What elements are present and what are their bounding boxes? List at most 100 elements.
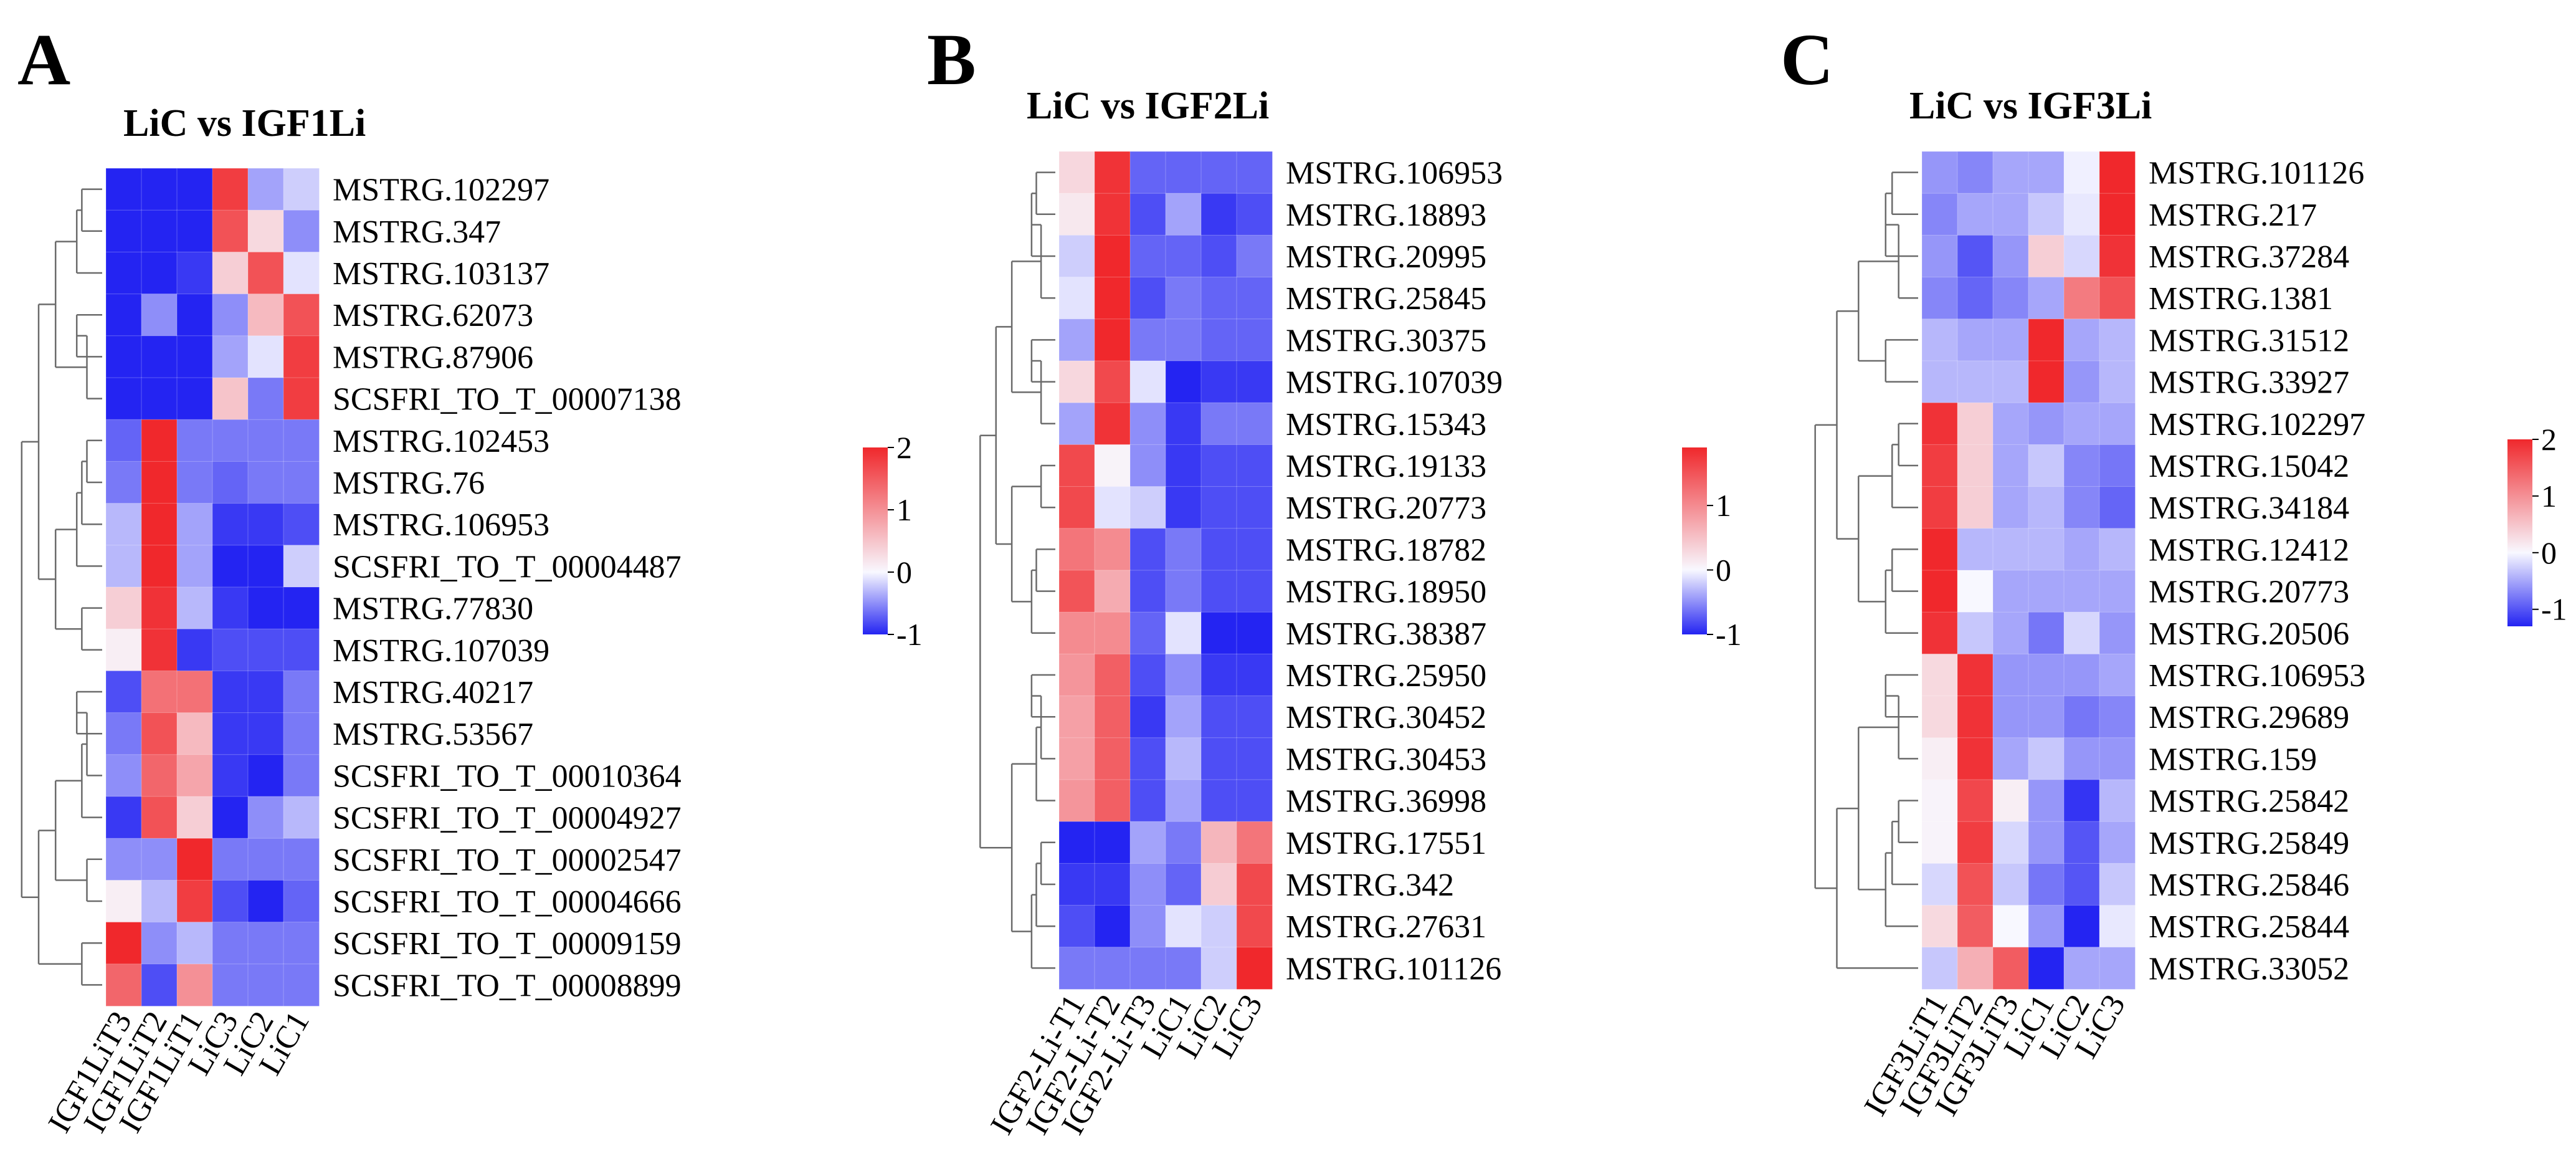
row-label: SCSFRI_TO_T_00010364 [333,758,682,794]
heatmap-cell [1957,947,1994,990]
row-label: MSTRG.20506 [2149,616,2349,652]
panel-title: LiC vs IGF3Li [1909,85,2152,127]
heatmap-cell [1992,528,2029,571]
heatmap-cell [1165,653,1202,697]
heatmap-cell [141,503,178,546]
heatmap-cell [1992,779,2029,823]
heatmap-cell [2028,863,2065,906]
scale-tick-label: 0 [1716,553,1731,588]
heatmap-cell [1957,737,1994,781]
row-label: MSTRG.53567 [333,717,533,752]
heatmap-cell [1236,528,1273,571]
heatmap-cell [1094,779,1131,823]
row-label: SCSFRI_TO_T_00004666 [333,884,682,920]
heatmap-cell [176,796,213,839]
heatmap-cell [1165,737,1202,781]
row-label: MSTRG.62073 [333,298,533,333]
heatmap-cell [1094,151,1131,194]
heatmap-cell [1236,151,1273,194]
heatmap-cell [1957,821,1994,864]
heatmap-cell [1165,151,1202,194]
heatmap-cell [1165,570,1202,613]
scale-tick-label: 1 [2541,479,2557,514]
heatmap-cell [1921,653,1958,697]
heatmap-cell [1200,277,1237,320]
heatmap-cell [1957,905,1994,948]
heatmap-cell [1992,863,2029,906]
heatmap-cell [2028,779,2065,823]
heatmap-cell [1236,277,1273,320]
panel-b: B LiC vs IGF2Li MSTRG.106953 MSTRG.18893 MST… [927,19,1742,1140]
heatmap-cell [247,796,284,839]
row-label: MSTRG.103137 [333,256,549,292]
heatmap-cell [1992,444,2029,487]
heatmap-cell [2063,653,2100,697]
heatmap-cell [141,838,178,881]
heatmap-cell [2099,193,2136,236]
heatmap-cell [105,251,142,295]
heatmap-cell [212,251,249,295]
heatmap-cell [1921,193,1958,236]
heatmap-cell [1129,905,1166,948]
heatmap-cell [176,670,213,714]
heatmap-cell [105,545,142,588]
panel-a: A LiC vs IGF1Li MSTRG.102297 MSTRG.347 MSTRG… [17,19,923,1139]
heatmap-cell [2099,695,2136,738]
row-label: MSTRG.33052 [2149,951,2349,987]
heatmap-cell [105,419,142,462]
heatmap-cell [1921,151,1958,194]
heatmap-cell [212,335,249,378]
heatmap-cell [1236,318,1273,361]
heatmap-cell [212,754,249,798]
heatmap-cell [2063,151,2100,194]
heatmap-cell [1165,905,1202,948]
heatmap-cell [2099,737,2136,781]
heatmap-cell [1992,151,2029,194]
row-label: MSTRG.106953 [1286,156,1503,191]
row-label: MSTRG.15343 [1286,407,1486,442]
heatmap-cell [212,922,249,965]
heatmap-cell [141,377,178,421]
heatmap-cell [2028,947,2065,990]
heatmap-cell [1129,234,1166,278]
heatmap-cell [1921,360,1958,404]
row-label: MSTRG.87906 [333,340,533,375]
row-label: MSTRG.106953 [2149,658,2365,694]
heatmap-cell [1921,863,1958,906]
heatmap-cell [1094,905,1131,948]
heatmap-cell [1992,905,2029,948]
heatmap-cell [105,922,142,965]
heatmap-cell [176,251,213,295]
heatmap-cell [1094,611,1131,655]
heatmap-cell [2063,611,2100,655]
heatmap-cell [105,628,142,672]
row-label: MSTRG.1381 [2149,281,2333,317]
heatmap-cell [2063,277,2100,320]
heatmap-cell [1129,863,1166,906]
row-label: MSTRG.25950 [1286,658,1486,694]
heatmap-cell [1200,486,1237,529]
heatmap-cell [247,838,284,881]
heatmap-cell [247,168,284,211]
heatmap-cell [1236,193,1273,236]
row-label: MSTRG.34184 [2149,490,2349,526]
heatmap-cell [2063,193,2100,236]
heatmap-cell [1094,318,1131,361]
row-label: MSTRG.106953 [333,507,549,543]
heatmap-cell [1200,402,1237,446]
heatmap-cell [1058,151,1095,194]
heatmap-cell [2063,570,2100,613]
heatmap-cell [141,461,178,504]
heatmap-cell [247,963,284,1007]
heatmap-cell [141,209,178,253]
row-label: MSTRG.101126 [1286,951,1501,987]
heatmap-cell [105,168,142,211]
heatmap-cell [1058,947,1095,990]
heatmap-cell [2099,905,2136,948]
heatmap-cell [2099,444,2136,487]
row-label: MSTRG.31512 [2149,323,2349,358]
heatmap-cell [283,294,320,337]
heatmap-cell [176,294,213,337]
heatmap-cell [176,712,213,755]
row-label: MSTRG.27631 [1286,909,1486,945]
